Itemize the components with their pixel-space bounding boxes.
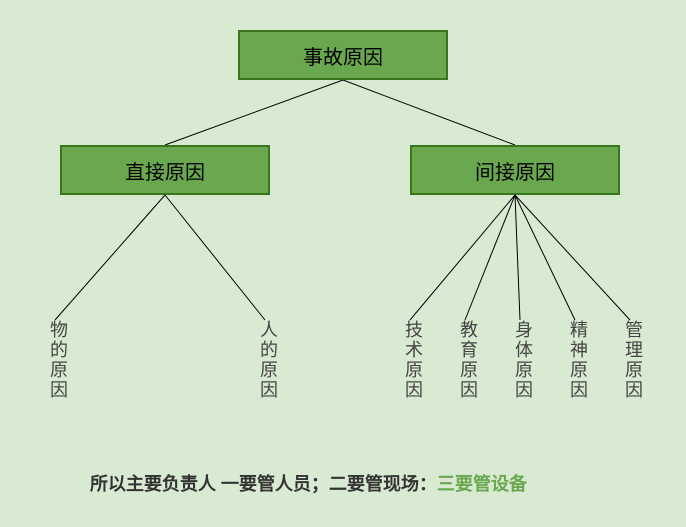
leaf-node: 管理原因: [620, 320, 646, 400]
leaf-node: 技术原因: [400, 320, 426, 400]
level1-node-indirect: 间接原因: [410, 145, 620, 195]
level1-node-label: 直接原因: [125, 156, 205, 185]
leaf-node: 身体原因: [510, 320, 536, 400]
leaf-node: 精神原因: [565, 320, 591, 400]
root-node-label: 事故原因: [303, 41, 383, 70]
footer-caption-prefix: 所以主要负责人 一要管人员；二要管现场：: [90, 474, 437, 494]
root-node: 事故原因: [238, 30, 448, 80]
leaf-node: 物的原因: [45, 320, 71, 400]
level1-node-label: 间接原因: [475, 156, 555, 185]
leaf-node: 教育原因: [455, 320, 481, 400]
level1-node-direct: 直接原因: [60, 145, 270, 195]
footer-caption: 所以主要负责人 一要管人员；二要管现场：三要管设备: [90, 470, 527, 496]
footer-caption-highlight: 三要管设备: [437, 474, 527, 494]
leaf-node: 人的原因: [255, 320, 281, 400]
